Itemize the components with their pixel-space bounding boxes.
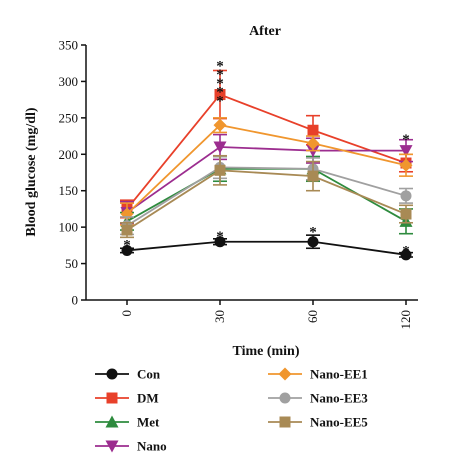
- axes: 0 50 100 150 200 250 300 350 0 30 60 120: [59, 38, 418, 330]
- x-axis-label: Time (min): [232, 344, 299, 359]
- series-line: [126, 166, 407, 227]
- significance-mark: *: [216, 93, 224, 109]
- y-tick-label: 300: [59, 74, 79, 89]
- significance-mark: *: [216, 229, 224, 245]
- legend-item-nano-ee1: Nano-EE1: [268, 367, 368, 382]
- series-line: [126, 169, 407, 231]
- significance-mark: *: [309, 225, 317, 241]
- significance-mark: *: [216, 85, 224, 101]
- chart-title: After: [249, 24, 281, 39]
- x-tick-label: 120: [398, 310, 413, 330]
- significance-mark: *: [216, 76, 224, 92]
- data-point: [307, 170, 319, 182]
- series-line: [126, 167, 407, 223]
- legend-marker: [279, 416, 291, 428]
- y-tick-label: 200: [59, 147, 79, 162]
- legend-item-dm: DM: [95, 391, 159, 406]
- significance-mark: *: [402, 132, 410, 148]
- series-nano-ee5: [120, 154, 413, 239]
- series-line: [126, 93, 407, 210]
- significance-mark: *: [402, 244, 410, 260]
- series-line: [126, 146, 406, 214]
- plot-area: ** ********: [120, 58, 413, 261]
- series-nano-ee3: [120, 155, 413, 236]
- data-point: [307, 124, 319, 136]
- series-con: [120, 234, 413, 261]
- significance-mark: *: [123, 238, 131, 254]
- legend-label: DM: [137, 391, 159, 406]
- legend-marker: [106, 368, 118, 380]
- legend-label: Nano: [137, 439, 167, 454]
- y-tick-label: 0: [72, 293, 79, 308]
- x-tick-label: 30: [212, 310, 227, 323]
- legend-item-nano-ee3: Nano-EE3: [268, 391, 368, 406]
- legend-marker: [105, 440, 119, 453]
- data-point: [213, 141, 227, 154]
- series-dm: [120, 69, 413, 219]
- data-point: [214, 236, 226, 248]
- data-point: [121, 244, 133, 256]
- legend-label: Nano-EE5: [310, 415, 368, 430]
- y-tick-label: 100: [59, 220, 79, 235]
- legend-label: Nano-EE1: [310, 367, 368, 382]
- y-tick-label: 50: [65, 256, 78, 271]
- y-axis-label: Blood glucose (mg/dl): [24, 107, 39, 236]
- data-point: [306, 136, 320, 150]
- data-point: [214, 89, 226, 101]
- data-point: [214, 164, 226, 176]
- legend: Con DM Met Nano Nano-EE1 Nano-EE3 Nano-EE5: [95, 367, 368, 454]
- data-point: [399, 158, 413, 172]
- x-tick-label: 0: [119, 310, 134, 317]
- legend-item-nano: Nano: [95, 439, 167, 454]
- legend-item-met: Met: [95, 415, 160, 430]
- legend-item-con: Con: [95, 367, 161, 382]
- y-tick-label: 350: [59, 38, 79, 53]
- data-point: [213, 118, 227, 132]
- legend-marker: [105, 415, 119, 428]
- x-tick-label: 60: [305, 310, 320, 323]
- data-point: [121, 224, 133, 236]
- y-tick-label: 250: [59, 110, 79, 125]
- series-line: [126, 240, 407, 256]
- legend-marker: [278, 367, 292, 381]
- legend-marker: [106, 392, 118, 404]
- data-point: [307, 236, 319, 248]
- data-point: [400, 190, 412, 202]
- legend-label: Nano-EE3: [310, 391, 368, 406]
- data-point: [400, 208, 412, 220]
- data-point: [399, 145, 413, 158]
- legend-item-nano-ee5: Nano-EE5: [268, 415, 368, 430]
- legend-label: Met: [137, 415, 160, 430]
- series-nano-ee1: [120, 117, 413, 226]
- series-line: [126, 124, 407, 215]
- significance-mark: *: [216, 58, 224, 74]
- legend-label: Con: [137, 367, 161, 382]
- y-tick-label: 150: [59, 183, 79, 198]
- legend-marker: [279, 392, 291, 404]
- significance-mark: *: [216, 67, 224, 83]
- data-point: [400, 249, 412, 261]
